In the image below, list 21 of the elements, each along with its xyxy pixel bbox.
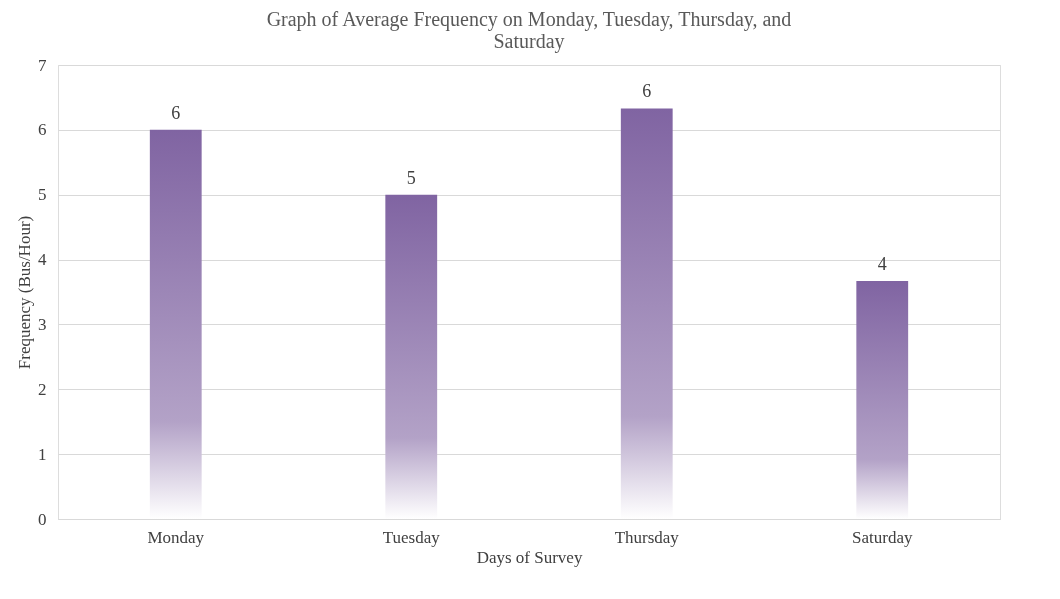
y-tick-label: 6 xyxy=(38,120,47,140)
y-tick-label: 0 xyxy=(38,509,47,529)
x-tick-label: Thursday xyxy=(614,527,680,547)
y-axis-title: Frequency (Bus/Hour) xyxy=(15,215,34,370)
y-tick-label: 4 xyxy=(38,250,47,270)
text: Graph of Average Frequency on Monday, Tuesday, Thursday, and xyxy=(266,8,792,30)
y-tick-label: 7 xyxy=(38,55,47,75)
text: Saturday xyxy=(493,30,565,52)
data-label: 4 xyxy=(877,253,887,274)
y-tick-label: 1 xyxy=(38,444,47,464)
y-tick-label: 2 xyxy=(38,379,47,399)
x-tick-label: Saturday xyxy=(852,527,913,547)
data-label: 6 xyxy=(171,102,181,123)
data-label: 6 xyxy=(642,81,652,102)
y-tick-label: 5 xyxy=(38,185,47,205)
data-label: 5 xyxy=(406,167,416,188)
x-axis-title: Days of Survey xyxy=(476,547,583,567)
x-tick-label: Monday xyxy=(147,527,205,547)
y-tick-label: 3 xyxy=(38,314,47,334)
bar xyxy=(856,280,909,519)
x-tick-label: Tuesday xyxy=(382,527,441,547)
